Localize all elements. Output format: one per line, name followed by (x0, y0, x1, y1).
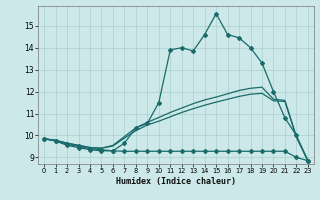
X-axis label: Humidex (Indice chaleur): Humidex (Indice chaleur) (116, 177, 236, 186)
